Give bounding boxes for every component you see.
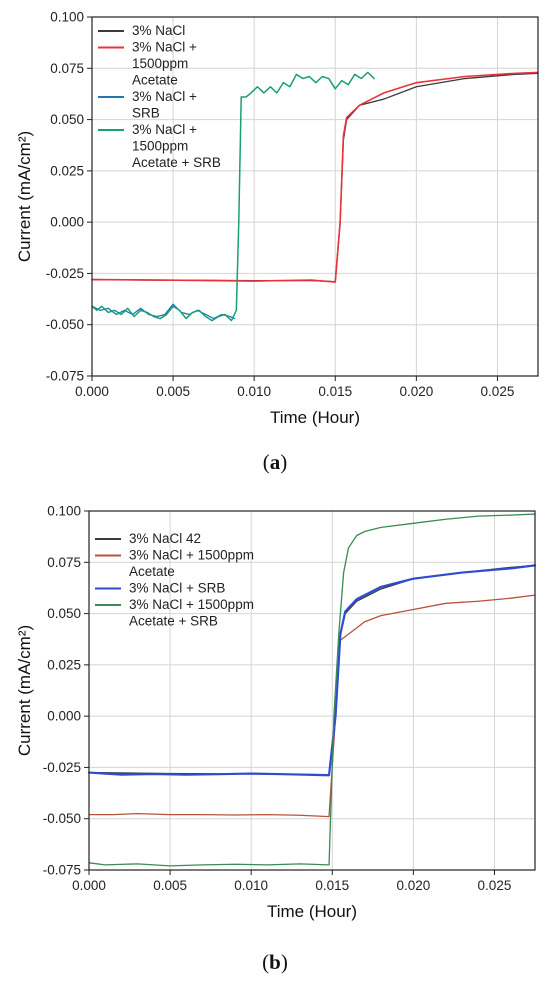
legend-label: Acetate + SRB — [132, 155, 221, 170]
caption-b: (b) — [262, 950, 288, 974]
y-tick-label: 0.050 — [50, 112, 84, 127]
x-tick-label: 0.015 — [315, 878, 349, 893]
legend-label: 3% NaCl + 1500ppm — [129, 548, 254, 563]
y-tick-label: -0.075 — [46, 369, 84, 384]
legend-label: 3% NaCl + — [132, 89, 197, 104]
chart-panel-a: 0.000 0.005 0.010 0.015 0.020 0.025 -0.075 -0.0… — [15, 10, 539, 474]
plot-frame — [91, 16, 539, 377]
legend-label: 3% NaCl — [132, 23, 185, 38]
y-axis-title: Current (mA/cm²) — [15, 625, 34, 756]
chart-a: 0.000 0.005 0.010 0.015 0.020 0.025 -0.075 -0.0… — [15, 10, 539, 427]
legend-label: 3% NaCl + SRB — [129, 581, 225, 596]
y-tick-label: 0.025 — [47, 657, 81, 672]
y-tick-label: -0.025 — [46, 266, 84, 281]
series-line-3 — [91, 303, 236, 320]
x-axis-title: Time (Hour) — [270, 408, 360, 427]
x-tick-label: 0.010 — [237, 384, 271, 399]
legend-label: 1500ppm — [132, 56, 188, 71]
y-tick-label: -0.050 — [43, 811, 81, 826]
legend-label: 3% NaCl + — [132, 122, 197, 137]
series-line-4 — [88, 513, 536, 867]
plot-frame — [88, 510, 536, 871]
chart-panel-b: 0.000 0.005 0.010 0.015 0.020 0.025 -0.075 -0.0… — [0, 500, 550, 986]
legend-label: Acetate — [132, 73, 178, 88]
series-line-4 — [91, 71, 375, 322]
x-tick-label: 0.015 — [318, 384, 352, 399]
y-tick-label: -0.075 — [43, 863, 81, 878]
chart-b: 0.000 0.005 0.010 0.015 0.020 0.025 -0.075 -0.0… — [15, 504, 537, 921]
y-tick-label: -0.050 — [46, 317, 84, 332]
x-axis-title: Time (Hour) — [267, 902, 357, 921]
y-tick-label: 0.000 — [47, 709, 81, 724]
legend-label: Acetate + SRB — [129, 614, 218, 629]
y-tick-label: 0.100 — [50, 10, 84, 25]
legend-label: 3% NaCl 42 — [129, 531, 201, 546]
legend-label: 1500ppm — [132, 139, 188, 154]
x-tick-label: 0.005 — [153, 878, 187, 893]
y-tick-label: 0.075 — [47, 555, 81, 570]
x-tick-label: 0.010 — [234, 878, 268, 893]
y-tick-label: 0.050 — [47, 606, 81, 621]
y-tick-label: 0.075 — [50, 61, 84, 76]
series-line-3 — [87, 564, 537, 777]
y-axis-title: Current (mA/cm²) — [15, 131, 34, 262]
x-tick-label: 0.025 — [481, 384, 515, 399]
caption-a: (a) — [262, 450, 288, 474]
legend-label: SRB — [132, 106, 160, 121]
x-tick-label: 0.020 — [396, 878, 430, 893]
x-tick-label: 0.020 — [399, 384, 433, 399]
legend-label: 3% NaCl + — [132, 40, 197, 55]
y-tick-label: 0.025 — [50, 163, 84, 178]
y-tick-label: 0.000 — [50, 215, 84, 230]
x-tick-label: 0.000 — [75, 384, 109, 399]
legend-label: 3% NaCl + 1500ppm — [129, 597, 254, 612]
x-tick-label: 0.005 — [156, 384, 190, 399]
series-line-2 — [91, 71, 539, 283]
y-tick-label: 0.100 — [47, 504, 81, 519]
x-tick-label: 0.000 — [72, 878, 106, 893]
legend-label: Acetate — [129, 564, 175, 579]
y-tick-label: -0.025 — [43, 760, 81, 775]
x-tick-label: 0.025 — [478, 878, 512, 893]
